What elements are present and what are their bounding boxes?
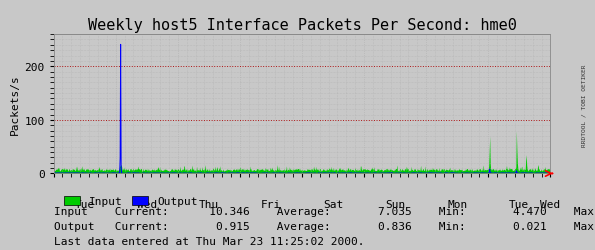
Text: Output   Current:       0.915    Average:       0.836    Min:       0.021    Max: Output Current: 0.915 Average: 0.836 Min… <box>54 221 595 231</box>
Text: Tue: Tue <box>74 199 95 209</box>
Text: Wed: Wed <box>137 199 157 209</box>
Text: Fri: Fri <box>261 199 281 209</box>
Y-axis label: Packets/s: Packets/s <box>10 74 20 135</box>
Legend: Input, Output: Input, Output <box>59 192 202 211</box>
Text: Tue: Tue <box>509 199 530 209</box>
Text: Thu: Thu <box>199 199 219 209</box>
Text: RRDTOOL / TOBI OETIKER: RRDTOOL / TOBI OETIKER <box>582 64 587 146</box>
Text: Wed: Wed <box>540 199 560 209</box>
Text: Sun: Sun <box>385 199 405 209</box>
Text: Mon: Mon <box>447 199 467 209</box>
Title: Weekly host5 Interface Packets Per Second: hme0: Weekly host5 Interface Packets Per Secon… <box>87 18 516 32</box>
Text: Last data entered at Thu Mar 23 11:25:02 2000.: Last data entered at Thu Mar 23 11:25:02… <box>54 236 364 246</box>
Text: Input    Current:      10.346    Average:       7.035    Min:       4.470    Max: Input Current: 10.346 Average: 7.035 Min… <box>54 206 595 216</box>
Text: Sat: Sat <box>323 199 343 209</box>
